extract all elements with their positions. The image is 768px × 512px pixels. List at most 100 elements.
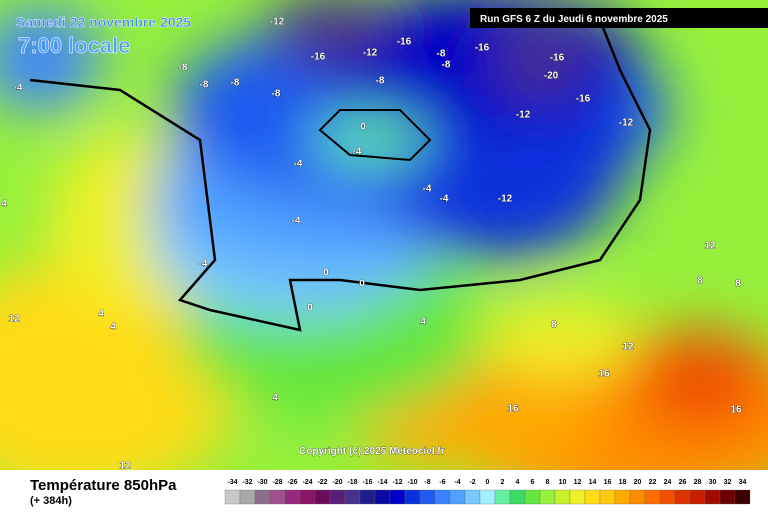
contour-label: 16 xyxy=(598,369,610,380)
contour-label: -8 xyxy=(231,78,240,89)
contour-label: -12 xyxy=(270,17,285,28)
contour-label: -16 xyxy=(576,94,591,105)
contour-label: -16 xyxy=(550,53,565,64)
legend-tick-label: -8 xyxy=(424,479,430,486)
legend-tick-label: -4 xyxy=(454,479,460,486)
legend-tick-label: -22 xyxy=(317,479,327,486)
legend-tick-label: -20 xyxy=(332,479,342,486)
legend: -34 -32 -30 -28 -26 -24 -22 -20 -18 -16 -14 -12 -10-… xyxy=(224,479,751,505)
legend-tick-label: 34 xyxy=(739,479,747,486)
legend-swatch xyxy=(314,489,331,505)
legend-swatch xyxy=(374,489,391,505)
legend-tick-label: 0 xyxy=(486,479,490,486)
contour-label: -4 xyxy=(199,259,208,270)
legend-tick-label: 12 xyxy=(574,479,582,486)
contour-label: -20 xyxy=(544,71,559,82)
legend-swatch xyxy=(269,489,286,505)
footer-lead: (+ 384h) xyxy=(30,495,72,507)
contour-label: -4 xyxy=(440,194,449,205)
legend-tick-label: -18 xyxy=(347,479,357,486)
contour-label: -16 xyxy=(475,43,490,54)
legend-swatch xyxy=(389,489,406,505)
legend-tick-label: 24 xyxy=(664,479,672,486)
contour-label: -8 xyxy=(179,63,188,74)
contour-label: 4 xyxy=(1,199,7,210)
legend-tick-label: -24 xyxy=(302,479,312,486)
legend-tick-label: 8 xyxy=(546,479,550,486)
map-labels: -12-12-12-12-12-16-16-16-16-16-20-8-8 -8-… xyxy=(1,16,742,472)
legend-tick-label: 10 xyxy=(559,479,567,486)
contour-label: -12 xyxy=(619,118,634,129)
date: Samedi 22 novembre 2025 xyxy=(16,14,191,30)
legend-swatch xyxy=(224,489,241,505)
legend-swatch xyxy=(704,489,721,505)
legend-swatch xyxy=(254,489,271,505)
contour-label: 4 xyxy=(98,309,104,320)
legend-swatch xyxy=(539,489,556,505)
legend-swatch xyxy=(644,489,661,505)
legend-swatch xyxy=(659,489,676,505)
contour-label: 0 xyxy=(360,122,366,133)
contour-label: 12 xyxy=(704,241,716,252)
contour-label: -12 xyxy=(498,194,513,205)
contour-label: 4 xyxy=(420,317,426,328)
legend-swatch xyxy=(449,489,466,505)
contour-label: 4 xyxy=(110,322,116,333)
legend-swatch xyxy=(674,489,691,505)
contour-label: -4 xyxy=(294,159,303,170)
legend-tick-label: 28 xyxy=(694,479,702,486)
contour-label: 8 xyxy=(697,276,703,287)
legend-swatch xyxy=(479,489,496,505)
contour-label: -8 xyxy=(272,89,281,100)
legend-swatch xyxy=(629,489,646,505)
legend-swatch xyxy=(569,489,586,505)
legend-swatch xyxy=(299,489,316,505)
contour-label: -4 xyxy=(353,147,362,158)
legend-tick-label: -6 xyxy=(439,479,445,486)
legend-tick-label: -26 xyxy=(287,479,297,486)
legend-swatch xyxy=(404,489,421,505)
contour-label: 0 xyxy=(323,268,329,279)
contour-label: -12 xyxy=(363,48,378,59)
legend-swatch xyxy=(524,489,541,505)
contour-label: -8 xyxy=(376,76,385,87)
legend-swatch xyxy=(494,489,511,505)
legend-tick-label: -16 xyxy=(362,479,372,486)
legend-tick-label: 22 xyxy=(649,479,657,486)
contour-label: -16 xyxy=(397,37,412,48)
legend-tick-label: 30 xyxy=(709,479,717,486)
legend-swatch xyxy=(509,489,526,505)
contour-label: 12 xyxy=(119,461,131,472)
contour-label: 4 xyxy=(272,393,278,404)
contour-label: -4 xyxy=(14,83,23,94)
legend-tick-label: -14 xyxy=(377,479,387,486)
legend-swatch xyxy=(284,489,301,505)
legend-tick-label: 2 xyxy=(501,479,505,486)
legend-tick-label: 4 xyxy=(516,479,520,486)
legend-tick-label: -28 xyxy=(272,479,282,486)
contour-label: 12 xyxy=(8,314,20,325)
legend-swatch xyxy=(554,489,571,505)
legend-swatch xyxy=(239,489,256,505)
legend-tick-label: 26 xyxy=(679,479,687,486)
contour-label: -8 xyxy=(442,60,451,71)
legend-tick-label: 20 xyxy=(634,479,642,486)
legend-tick-label: 18 xyxy=(619,479,627,486)
legend-swatch xyxy=(329,489,346,505)
contour-label: -12 xyxy=(516,110,531,121)
contour-label: 16 xyxy=(507,404,519,415)
legend-tick-label: -12 xyxy=(392,479,402,486)
contour-label: 8 xyxy=(735,279,741,290)
legend-swatch xyxy=(719,489,736,505)
contour-label: 0 xyxy=(359,279,365,290)
legend-tick-label: -10 xyxy=(407,479,417,486)
legend-tick-label: 14 xyxy=(589,479,597,486)
contour-label: -8 xyxy=(200,80,209,91)
legend-tick-label: -34 xyxy=(227,479,237,486)
legend-tick-label: 32 xyxy=(724,479,732,486)
legend-swatch xyxy=(419,489,436,505)
contour-label: 16 xyxy=(730,405,742,416)
legend-tick-label: 16 xyxy=(604,479,612,486)
contour-label: 12 xyxy=(622,342,634,353)
